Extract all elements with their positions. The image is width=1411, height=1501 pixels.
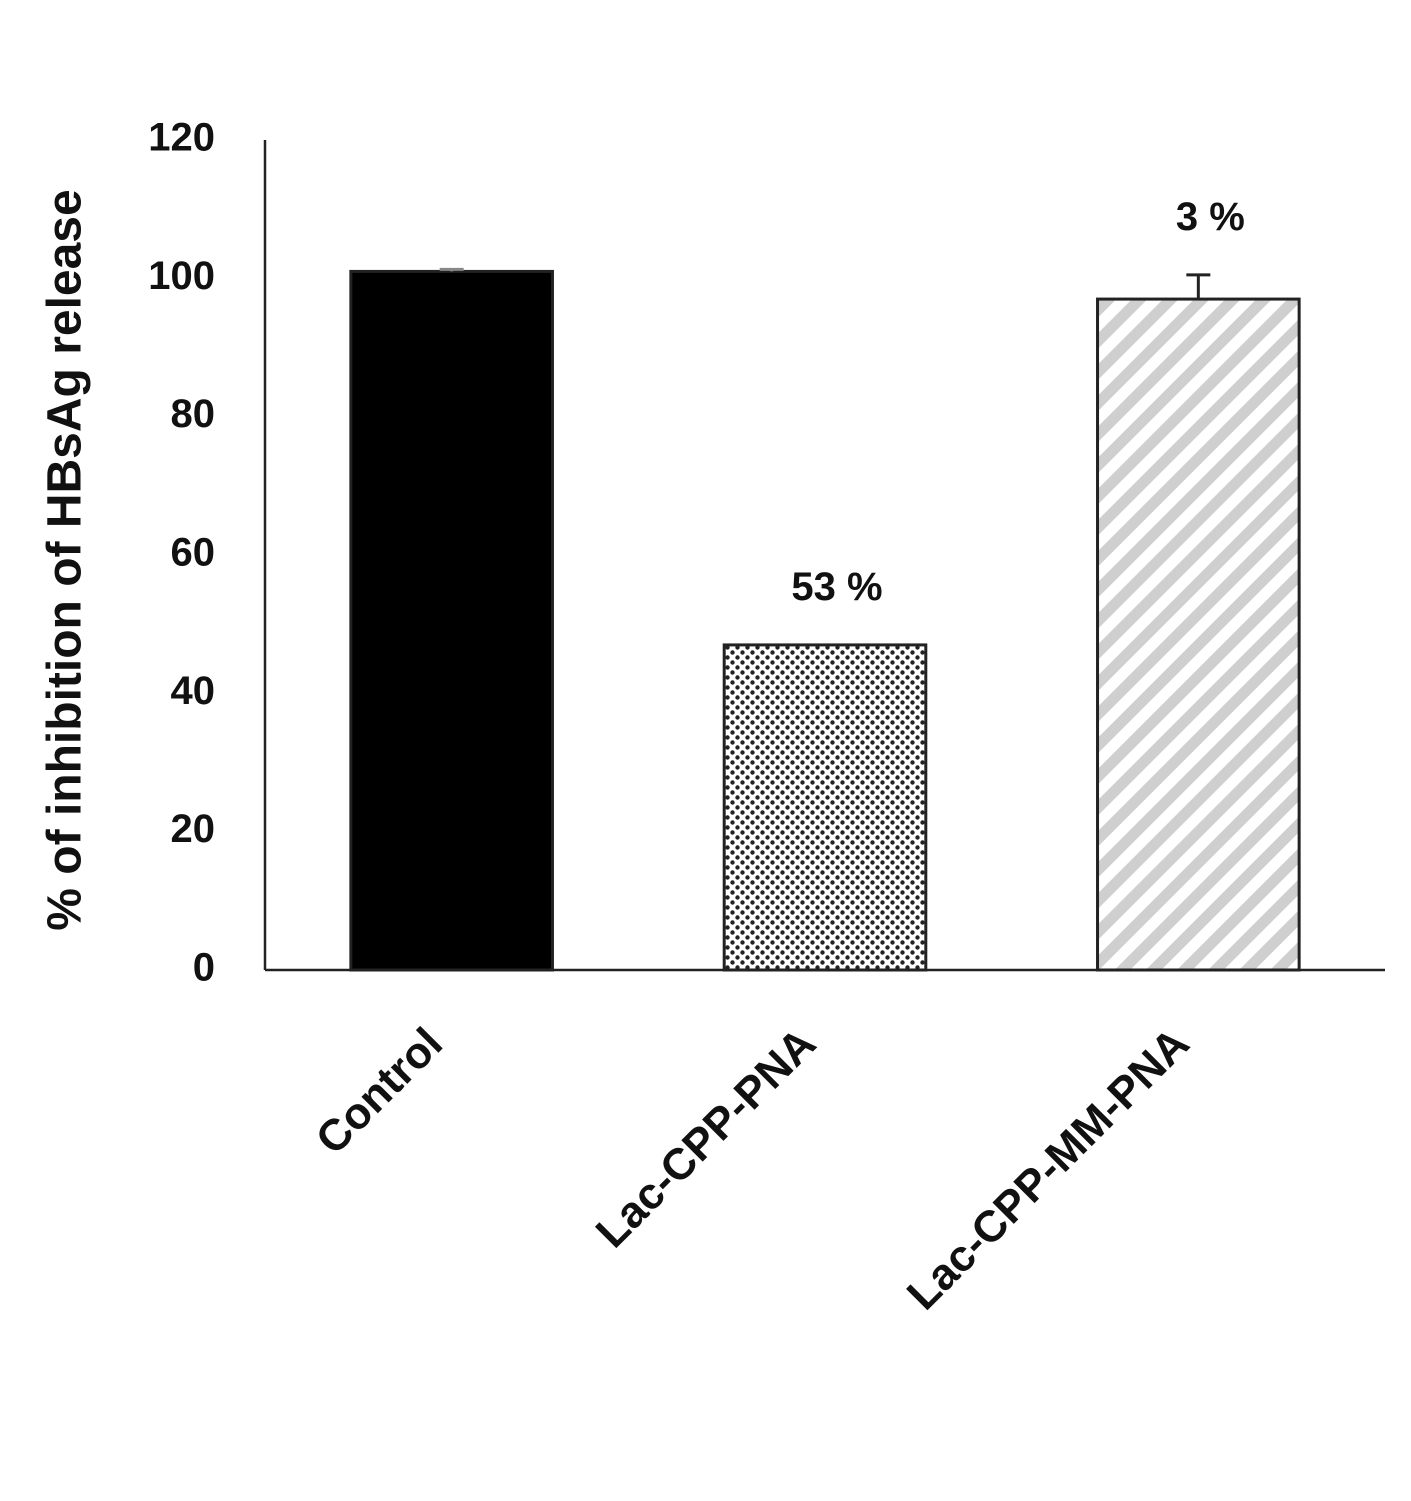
- y-tick-label: 60: [171, 531, 216, 575]
- x-tick-label: Lac-CPP-MM-PNA: [898, 1019, 1199, 1320]
- y-tick-label: 40: [171, 669, 216, 713]
- bar: [1096, 297, 1301, 972]
- bar: [349, 269, 554, 972]
- y-tick-label: 0: [193, 946, 215, 990]
- y-tick-label: 120: [148, 116, 215, 160]
- x-tick-label: Control: [307, 1019, 452, 1164]
- error-bar: [1186, 273, 1211, 300]
- error-bar: [439, 267, 464, 272]
- x-tick-label: Lac-CPP-PNA: [587, 1019, 826, 1258]
- y-tick-label: 80: [171, 392, 216, 436]
- bar: [722, 643, 928, 972]
- bar-annotation: 53 %: [791, 565, 882, 609]
- y-tick-label: 20: [171, 807, 216, 851]
- bar-annotation: 3 %: [1176, 195, 1245, 239]
- y-axis-title: % of inhibition of HBsAg release: [39, 189, 92, 930]
- y-tick-label: 100: [148, 254, 215, 298]
